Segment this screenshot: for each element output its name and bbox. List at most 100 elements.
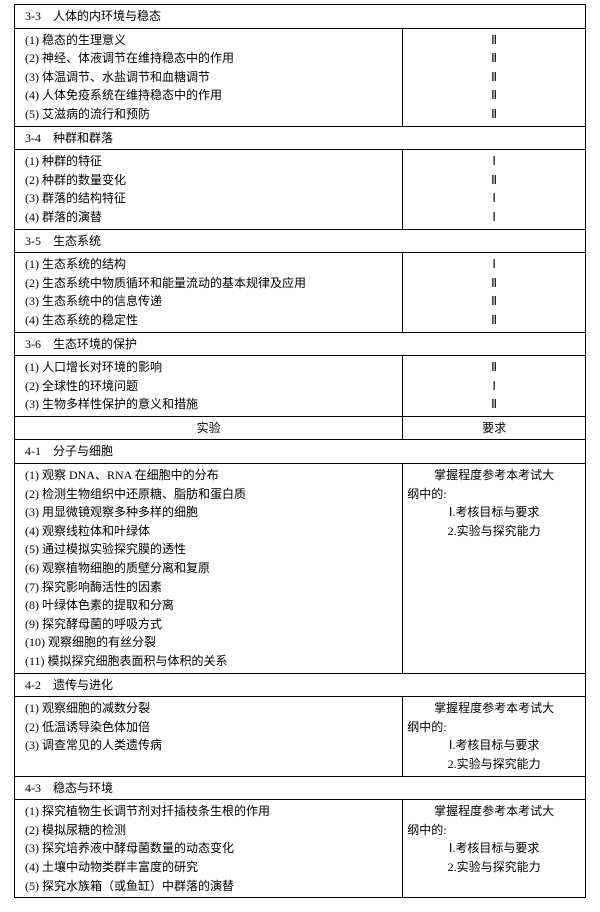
item-text: (2) 低温诱导染色体加倍	[25, 718, 398, 737]
level-text: Ⅱ	[407, 171, 581, 190]
section-33-title: 3-3 人体的内环境与稳态	[15, 5, 586, 29]
req-line: 2.实验与探究能力	[407, 522, 581, 541]
section-36-items: (1) 人口增长对环境的影响 (2) 全球性的环境问题 (3) 生物多样性保护的…	[15, 356, 403, 417]
req-line: 纲中的:	[407, 821, 581, 840]
req-line: 2.实验与探究能力	[407, 858, 581, 877]
level-text: Ⅱ	[407, 49, 581, 68]
item-text: (5) 探究水族箱（或鱼缸）中群落的演替	[25, 877, 398, 896]
item-text: (3) 生态系统中的信息传递	[25, 292, 398, 311]
section-33-body: (1) 稳态的生理意义 (2) 神经、体液调节在维持稳态中的作用 (3) 体温调…	[15, 28, 586, 126]
section-header-row: 4-2 遗传与进化	[15, 673, 586, 697]
req-line: 纲中的:	[407, 718, 581, 737]
section-36-levels: Ⅱ Ⅰ Ⅱ	[403, 356, 586, 417]
section-35-title: 3-5 生态系统	[15, 229, 586, 253]
item-text: (3) 群落的结构特征	[25, 189, 398, 208]
section-43-title: 4-3 稳态与环境	[15, 776, 586, 800]
item-text: (2) 生态系统中物质循环和能量流动的基本规律及应用	[25, 274, 398, 293]
item-text: (1) 稳态的生理意义	[25, 31, 398, 50]
item-text: (11) 模拟探究细胞表面积与体积的关系	[25, 652, 398, 671]
section-33-levels: Ⅱ Ⅱ Ⅱ Ⅱ Ⅱ	[403, 28, 586, 126]
item-text: (1) 生态系统的结构	[25, 255, 398, 274]
req-line: 2.实验与探究能力	[407, 755, 581, 774]
level-text: Ⅱ	[407, 292, 581, 311]
item-text: (3) 体温调节、水盐调节和血糖调节	[25, 68, 398, 87]
section-35-body: (1) 生态系统的结构 (2) 生态系统中物质循环和能量流动的基本规律及应用 (…	[15, 253, 586, 332]
item-text: (4) 人体免疫系统在维持稳态中的作用	[25, 86, 398, 105]
section-header-row: 3-6 生态环境的保护	[15, 332, 586, 356]
level-text: Ⅰ	[407, 208, 581, 227]
section-35-items: (1) 生态系统的结构 (2) 生态系统中物质循环和能量流动的基本规律及应用 (…	[15, 253, 403, 332]
item-text: (4) 土壤中动物类群丰富度的研究	[25, 858, 398, 877]
level-text: Ⅰ	[407, 255, 581, 274]
req-line: 掌握程度参考本考试大	[407, 466, 581, 485]
item-text: (2) 检测生物组织中还原糖、脂肪和蛋白质	[25, 485, 398, 504]
section-42-title: 4-2 遗传与进化	[15, 673, 586, 697]
section-36-body: (1) 人口增长对环境的影响 (2) 全球性的环境问题 (3) 生物多样性保护的…	[15, 356, 586, 417]
section-header-row: 4-3 稳态与环境	[15, 776, 586, 800]
item-text: (3) 调查常见的人类遗传病	[25, 736, 398, 755]
item-text: (8) 叶绿体色素的提取和分离	[25, 596, 398, 615]
item-text: (6) 观察植物细胞的质壁分离和复原	[25, 559, 398, 578]
level-text: Ⅰ	[407, 189, 581, 208]
section-41-items: (1) 观察 DNA、RNA 在细胞中的分布 (2) 检测生物组织中还原糖、脂肪…	[15, 464, 403, 674]
level-text: Ⅱ	[407, 105, 581, 124]
section-43-items: (1) 探究植物生长调节剂对扦插枝条生根的作用 (2) 模拟尿糖的检测 (3) …	[15, 800, 403, 898]
section-header-row: 3-4 种群和群落	[15, 126, 586, 150]
req-line: 掌握程度参考本考试大	[407, 699, 581, 718]
item-text: (7) 探究影响酶活性的因素	[25, 578, 398, 597]
req-line: 掌握程度参考本考试大	[407, 802, 581, 821]
item-text: (1) 观察 DNA、RNA 在细胞中的分布	[25, 466, 398, 485]
item-text: (9) 探究酵母菌的呼吸方式	[25, 615, 398, 634]
header-left: 实验	[15, 416, 403, 440]
item-text: (2) 模拟尿糖的检测	[25, 821, 398, 840]
item-text: (5) 通过模拟实验探究膜的透性	[25, 540, 398, 559]
level-text: Ⅱ	[407, 311, 581, 330]
level-text: Ⅱ	[407, 31, 581, 50]
item-text: (5) 艾滋病的流行和预防	[25, 105, 398, 124]
section-34-items: (1) 种群的特征 (2) 种群的数量变化 (3) 群落的结构特征 (4) 群落…	[15, 150, 403, 229]
section-36-title: 3-6 生态环境的保护	[15, 332, 586, 356]
section-42-items: (1) 观察细胞的减数分裂 (2) 低温诱导染色体加倍 (3) 调查常见的人类遗…	[15, 697, 403, 776]
section-33-items: (1) 稳态的生理意义 (2) 神经、体液调节在维持稳态中的作用 (3) 体温调…	[15, 28, 403, 126]
item-text: (3) 探究培养液中酵母菌数量的动态变化	[25, 839, 398, 858]
section-42-requirement: 掌握程度参考本考试大 纲中的: Ⅰ.考核目标与要求 2.实验与探究能力	[403, 697, 586, 776]
section-43-requirement: 掌握程度参考本考试大 纲中的: Ⅰ.考核目标与要求 2.实验与探究能力	[403, 800, 586, 898]
section-41-requirement: 掌握程度参考本考试大 纲中的: Ⅰ.考核目标与要求 2.实验与探究能力	[403, 464, 586, 674]
item-text: (1) 种群的特征	[25, 152, 398, 171]
section-43-body: (1) 探究植物生长调节剂对扦插枝条生根的作用 (2) 模拟尿糖的检测 (3) …	[15, 800, 586, 898]
item-text: (2) 全球性的环境问题	[25, 377, 398, 396]
item-text: (1) 人口增长对环境的影响	[25, 358, 398, 377]
item-text: (4) 生态系统的稳定性	[25, 311, 398, 330]
req-line: Ⅰ.考核目标与要求	[407, 736, 581, 755]
section-34-body: (1) 种群的特征 (2) 种群的数量变化 (3) 群落的结构特征 (4) 群落…	[15, 150, 586, 229]
level-text: Ⅱ	[407, 395, 581, 414]
item-text: (10) 观察细胞的有丝分裂	[25, 633, 398, 652]
section-header-row: 4-1 分子与细胞	[15, 440, 586, 464]
item-text: (1) 探究植物生长调节剂对扦插枝条生根的作用	[25, 802, 398, 821]
section-35-levels: Ⅰ Ⅱ Ⅱ Ⅱ	[403, 253, 586, 332]
item-text: (1) 观察细胞的减数分裂	[25, 699, 398, 718]
item-text: (4) 观察线粒体和叶绿体	[25, 522, 398, 541]
item-text: (2) 神经、体液调节在维持稳态中的作用	[25, 49, 398, 68]
section-header-row: 3-5 生态系统	[15, 229, 586, 253]
level-text: Ⅱ	[407, 86, 581, 105]
level-text: Ⅰ	[407, 152, 581, 171]
item-text: (2) 种群的数量变化	[25, 171, 398, 190]
req-line: Ⅰ.考核目标与要求	[407, 839, 581, 858]
req-line: 纲中的:	[407, 485, 581, 504]
req-line: Ⅰ.考核目标与要求	[407, 503, 581, 522]
section-41-body: (1) 观察 DNA、RNA 在细胞中的分布 (2) 检测生物组织中还原糖、脂肪…	[15, 464, 586, 674]
level-text: Ⅰ	[407, 377, 581, 396]
level-text: Ⅱ	[407, 274, 581, 293]
section-header-row: 3-3 人体的内环境与稳态	[15, 5, 586, 29]
item-text: (4) 群落的演替	[25, 208, 398, 227]
item-text: (3) 生物多样性保护的意义和措施	[25, 395, 398, 414]
section-41-title: 4-1 分子与细胞	[15, 440, 586, 464]
level-text: Ⅱ	[407, 358, 581, 377]
section-42-body: (1) 观察细胞的减数分裂 (2) 低温诱导染色体加倍 (3) 调查常见的人类遗…	[15, 697, 586, 776]
level-text: Ⅱ	[407, 68, 581, 87]
header-right: 要求	[403, 416, 586, 440]
section-34-title: 3-4 种群和群落	[15, 126, 586, 150]
column-header-row: 实验 要求	[15, 416, 586, 440]
item-text: (3) 用显微镜观察多种多样的细胞	[25, 503, 398, 522]
